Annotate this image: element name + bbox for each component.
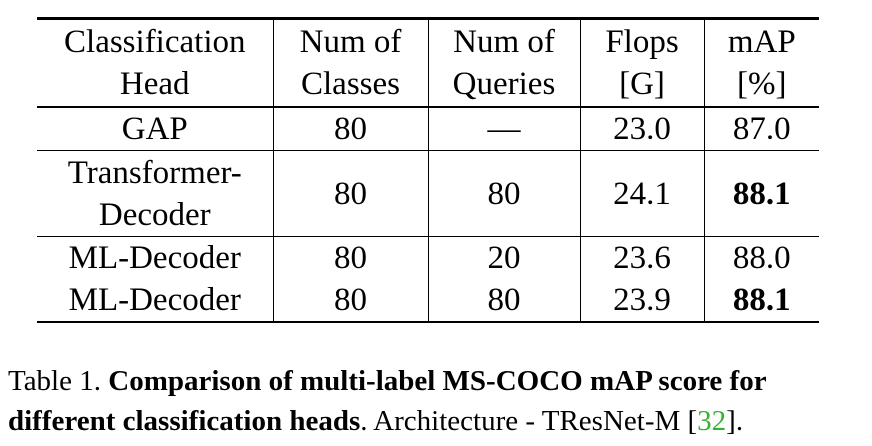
- table-row: Transformer- Decoder 80 80 24.1 88.1: [37, 150, 819, 237]
- header-num-queries: Num of Queries: [428, 18, 581, 107]
- header-map: mAP [%]: [704, 19, 819, 108]
- caption-rest-text: . Architecture - TResNet-M [: [360, 405, 698, 437]
- cell-head: ML-Decoder: [37, 279, 274, 322]
- header-line: Num of: [299, 24, 402, 60]
- cell-head: ML-Decoder: [37, 236, 274, 279]
- table-row: GAP 80 — 23.0 87.0: [37, 107, 819, 151]
- cell-classes: 80: [273, 107, 429, 151]
- table-row: ML-Decoder 80 20 23.6 88.0: [37, 236, 819, 279]
- header-line: Num of: [453, 24, 555, 60]
- header-line: Head: [119, 66, 190, 102]
- table-row: ML-Decoder 80 80 23.9 88.1: [37, 279, 819, 322]
- cell-queries: 80: [428, 150, 581, 237]
- header-line: Flops: [605, 24, 679, 60]
- header-line: mAP: [727, 24, 796, 60]
- table-group-transformer: Transformer- Decoder 80 80 24.1 88.1: [37, 150, 819, 237]
- table-caption: Table 1. Comparison of multi-label MS-CO…: [8, 361, 868, 441]
- header-line: Classification: [64, 24, 246, 60]
- cell-head-line: Decoder: [98, 196, 211, 233]
- caption-end-text: ].: [726, 405, 744, 437]
- cell-classes: 80: [273, 236, 429, 279]
- citation-link[interactable]: 32: [697, 405, 727, 437]
- cell-map: 87.0: [732, 111, 791, 147]
- table-group-ml-decoder: ML-Decoder 80 20 23.6 88.0 ML-Decoder 80…: [37, 236, 819, 322]
- cell-head-line: Transformer-: [67, 154, 242, 191]
- table-header: Classification Head Num of Classes Num o…: [37, 18, 819, 108]
- header-row: Classification Head Num of Classes Num o…: [37, 18, 819, 108]
- cell-map-best: 88.1: [732, 175, 791, 212]
- cell-classes: 80: [273, 150, 429, 237]
- cell-queries: 20: [428, 236, 581, 279]
- header-line: Classes: [301, 66, 400, 102]
- cell-flops: 23.0: [580, 107, 705, 151]
- cell-map: 88.0: [732, 240, 791, 276]
- caption-label: Table 1.: [8, 365, 101, 397]
- caption-bold-text: Comparison of multi-label MS-COCO mAP sc…: [8, 365, 767, 437]
- cell-map-best: 88.1: [732, 282, 791, 318]
- results-table-container: Classification Head Num of Classes Num o…: [37, 17, 819, 323]
- results-table: Classification Head Num of Classes Num o…: [37, 17, 819, 323]
- header-line: Queries: [452, 66, 556, 102]
- cell-flops: 24.1: [580, 150, 705, 237]
- cell-flops: 23.6: [580, 236, 705, 279]
- cell-queries: 80: [428, 279, 581, 322]
- cell-classes: 80: [273, 279, 429, 322]
- header-line: [%]: [737, 66, 787, 102]
- header-num-classes: Num of Classes: [273, 18, 429, 107]
- table-group-gap: GAP 80 — 23.0 87.0: [37, 107, 819, 151]
- header-classification-head: Classification Head: [37, 18, 274, 107]
- cell-head: GAP: [37, 107, 274, 151]
- cell-queries: —: [428, 107, 581, 151]
- cell-head: Transformer- Decoder: [37, 150, 274, 237]
- header-line: [G]: [619, 66, 665, 102]
- header-flops: Flops [G]: [580, 18, 705, 107]
- cell-flops: 23.9: [580, 279, 705, 322]
